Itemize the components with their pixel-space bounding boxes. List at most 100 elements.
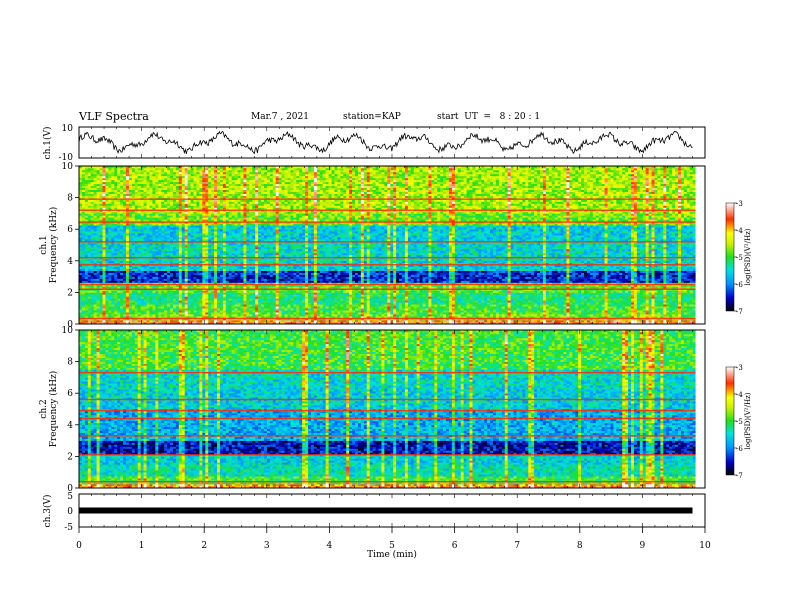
spectrogram-cell	[340, 284, 344, 287]
spectrogram-cell	[357, 280, 362, 283]
spectrogram-cell	[131, 282, 136, 285]
spectrogram-cell	[399, 300, 403, 303]
spectrogram-cell	[557, 292, 561, 295]
spectrogram-cell	[114, 322, 118, 325]
spectrogram-cell	[428, 312, 432, 315]
spectrogram-cell	[346, 298, 350, 301]
spectrogram-cell	[269, 294, 274, 297]
spectrogram-cell	[123, 294, 127, 297]
spectrogram-cell	[434, 314, 438, 317]
spectrogram-cell	[539, 314, 544, 317]
spectrogram-cell	[261, 290, 265, 293]
spectrogram-cell	[581, 304, 585, 307]
spectrogram-cell	[566, 316, 570, 319]
spectrogram-cell	[302, 316, 306, 319]
spectrogram-cell	[310, 290, 315, 293]
spectrogram-cell	[208, 276, 212, 279]
spectrogram-cell	[84, 296, 89, 299]
spectrogram-cell	[278, 302, 282, 305]
spectrogram-cell	[131, 322, 136, 325]
spectrogram-cell	[178, 296, 183, 299]
spectrogram-cell	[484, 322, 488, 325]
spectrogram-cell	[258, 316, 262, 319]
spectrogram-cell	[616, 286, 620, 289]
spectrogram-cell	[284, 294, 288, 297]
spectrogram-cell	[422, 284, 426, 287]
spectrogram-cell	[93, 280, 97, 283]
spectrogram-cell	[616, 278, 620, 281]
spectrogram-cell	[155, 276, 159, 279]
spectrogram-cell	[255, 322, 259, 325]
spectrogram-cell	[519, 302, 523, 305]
spectrogram-cell	[493, 318, 497, 321]
spectrogram-cell	[677, 280, 682, 283]
spectrogram-cell	[669, 286, 673, 289]
spectrogram-cell	[363, 322, 368, 325]
spectrogram-cell	[487, 282, 491, 285]
spectrogram-cell	[625, 292, 629, 295]
spectrogram-cell	[334, 304, 338, 307]
spectrogram-cell	[281, 278, 285, 281]
spectrogram-cell	[645, 280, 649, 283]
spectrogram-cell	[510, 308, 514, 311]
spectrogram-cell	[534, 278, 538, 281]
spectrogram-cell	[299, 278, 303, 281]
spectrogram-cell	[161, 322, 165, 325]
spectrogram-cell	[519, 298, 523, 301]
spectrogram-cell	[601, 316, 605, 319]
spectrogram-cell	[677, 298, 682, 301]
spectrogram-cell	[525, 314, 529, 317]
spectrogram-cell	[633, 322, 638, 325]
spectrogram-cell	[111, 286, 115, 289]
spectrogram-cell	[137, 322, 141, 325]
spectrogram-cell	[140, 322, 144, 325]
spectrogram-cell	[228, 278, 232, 281]
spectrogram-cell	[575, 280, 579, 283]
spectrogram-cell	[598, 314, 602, 317]
spectrogram-cell	[692, 306, 696, 309]
spectrogram-cell	[378, 286, 382, 289]
spectrogram-cell	[498, 320, 503, 323]
spectrogram-cell	[510, 310, 514, 313]
spectrogram-cell	[146, 316, 150, 319]
spectrogram-cell	[325, 312, 329, 315]
spectrogram-cell	[475, 322, 479, 325]
spectrogram-cell	[598, 320, 602, 323]
spectrogram-cell	[472, 294, 476, 297]
spectrogram-cell	[610, 278, 614, 281]
spectrogram-cell	[578, 292, 582, 295]
spectrogram-cell	[443, 292, 447, 295]
spectrogram-cell	[290, 290, 294, 293]
spectrogram-cell	[663, 294, 667, 297]
spectrogram-cell	[178, 308, 183, 311]
spectrogram-cell	[120, 302, 124, 305]
spectrogram-cell	[252, 318, 256, 321]
spectrogram-cell	[302, 294, 306, 297]
spectrogram-cell	[319, 316, 324, 319]
spectrogram-cell	[125, 290, 130, 293]
spectrogram-cell	[434, 300, 438, 303]
spectrogram-cell	[363, 314, 368, 317]
spectrogram-cell	[319, 312, 324, 315]
spectrogram-cell	[498, 298, 503, 301]
spectrogram-cell	[437, 282, 441, 285]
spectrogram-cell	[366, 286, 370, 289]
spectrogram-cell	[557, 322, 561, 325]
spectrogram-cell	[349, 316, 353, 319]
spectrogram-cell	[663, 284, 667, 287]
spectrogram-cell	[278, 284, 282, 287]
spectrogram-cell	[190, 282, 194, 285]
spectrogram-cell	[531, 312, 535, 315]
spectrogram-cell	[404, 314, 409, 317]
spectrogram-cell	[581, 298, 585, 301]
spectrogram-cell	[443, 294, 447, 297]
spectrogram-cell	[469, 296, 473, 299]
spectrogram-cell	[586, 284, 591, 287]
spectrogram-cell	[410, 322, 415, 325]
spectrogram-cell	[269, 318, 274, 321]
spectrogram-cell	[525, 276, 529, 279]
spectrogram-cell	[240, 310, 244, 313]
spectrogram-cell	[240, 318, 244, 321]
spectrogram-cell	[281, 322, 285, 325]
spectrogram-cell	[598, 312, 602, 315]
